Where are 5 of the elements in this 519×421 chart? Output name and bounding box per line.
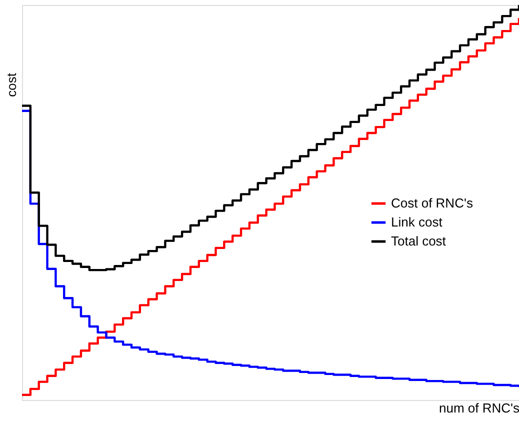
- y-axis-title: cost: [4, 72, 19, 97]
- legend-label: Cost of RNC's: [391, 196, 474, 210]
- x-axis-title: num of RNC's: [438, 400, 519, 416]
- legend-label: Link cost: [391, 214, 443, 230]
- legend-label: Total cost: [391, 234, 446, 248]
